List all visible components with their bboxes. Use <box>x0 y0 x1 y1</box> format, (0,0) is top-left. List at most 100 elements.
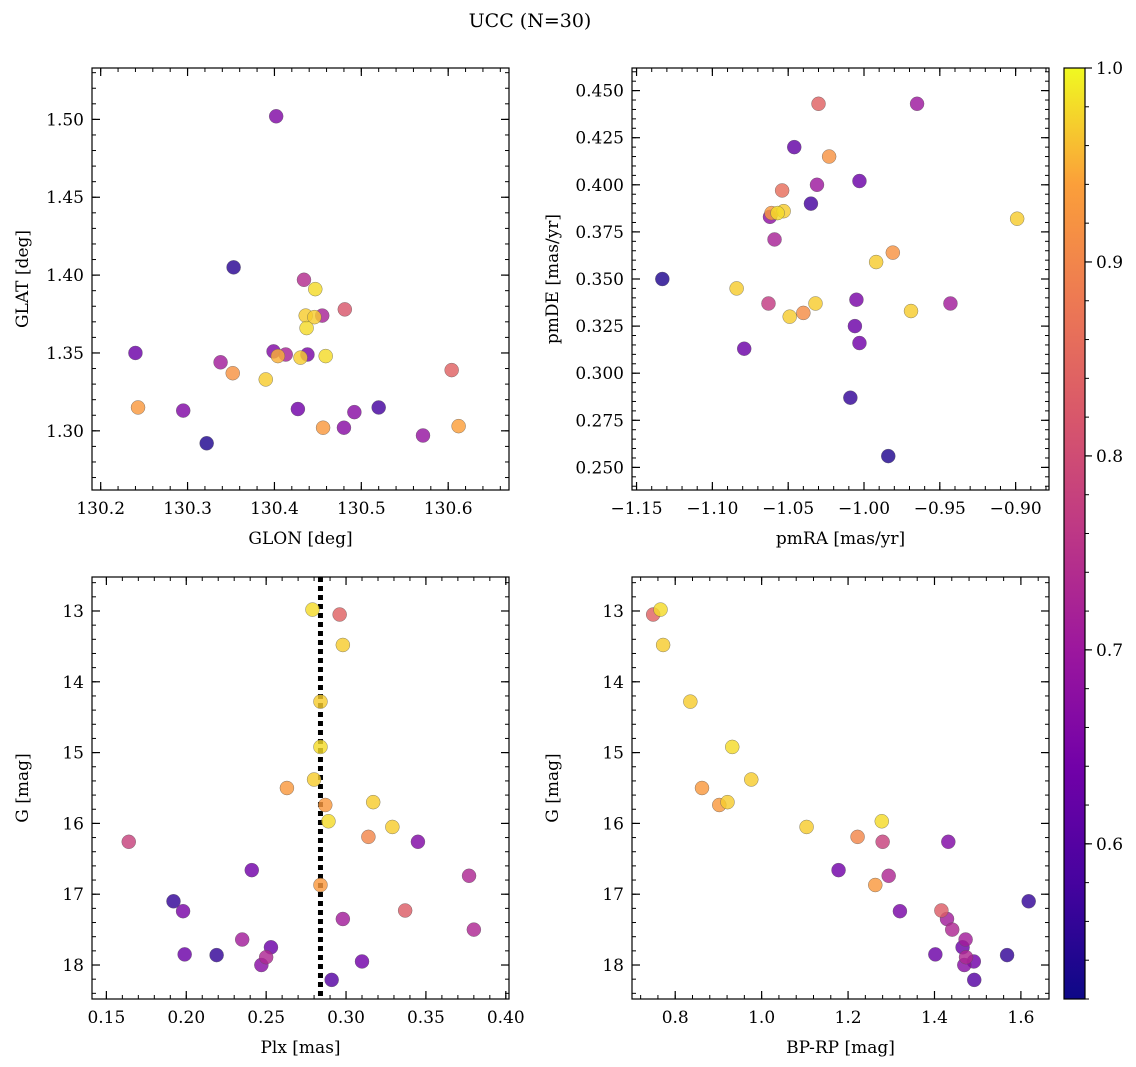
scatter-point <box>415 428 431 443</box>
x-tick-label: 1.2 <box>835 1008 862 1028</box>
x-tick-label: 0.25 <box>247 1008 285 1028</box>
scatter-point <box>767 232 782 247</box>
figure-title: UCC (N=30) <box>469 10 592 32</box>
scatter-point <box>318 797 333 813</box>
x-tick-label: 1.0 <box>748 1008 775 1028</box>
scatter-point <box>729 281 744 296</box>
scatter-point <box>868 254 884 270</box>
y-tick-label: 0.350 <box>575 270 624 290</box>
y-tick-label: 18 <box>62 956 84 976</box>
scatter-point <box>313 739 328 755</box>
scatter-point <box>809 177 825 193</box>
y-tick-label: 14 <box>602 673 624 693</box>
y-tick-label: 17 <box>602 885 624 905</box>
colorbar: 0.6 0.7 0.8 0.9 1.0 <box>1063 59 1123 1000</box>
scatter-point <box>875 834 890 850</box>
x-tick-label: 1.4 <box>921 1008 948 1028</box>
scatter-point <box>226 260 241 275</box>
scatter-point <box>299 320 314 336</box>
scatter-point <box>321 814 336 829</box>
scatter-point <box>928 947 943 962</box>
scatter-point <box>653 602 668 617</box>
scatter-point <box>903 303 919 319</box>
x-tick-label: −1.15 <box>610 499 662 519</box>
scatter-point <box>166 894 181 909</box>
scatter-point <box>720 794 735 810</box>
colorbar-tick-label: 1.0 <box>1096 59 1123 79</box>
y-tick-label: 14 <box>62 673 84 693</box>
scatter-point <box>365 794 381 810</box>
y-tick-label: 18 <box>602 956 624 976</box>
y-tick-label: 15 <box>62 744 84 764</box>
scatter-point <box>234 932 250 947</box>
scatter-point <box>849 292 864 307</box>
y-tick-label: 16 <box>62 814 84 834</box>
x-tick-label: −1.10 <box>686 499 738 519</box>
scatter-point <box>335 911 351 927</box>
scatter-panel-4: 0.8 1.0 1.2 1.4 1.6 13 14 15 16 17 18 BP-RP [mag] G … <box>543 576 1050 1058</box>
scatter-point <box>324 972 339 988</box>
scatter-point <box>461 868 477 884</box>
scatter-point <box>847 318 863 334</box>
x-axis-label: BP-RP [mag] <box>786 1038 895 1058</box>
scatter-point <box>796 305 811 321</box>
scatter-point <box>744 772 759 787</box>
x-tick-label: 130.4 <box>250 499 299 519</box>
scatter-point <box>944 922 960 937</box>
scatter-point <box>213 355 228 370</box>
scatter-point <box>761 296 776 311</box>
y-tick-label: 0.400 <box>575 176 624 196</box>
scatter-point <box>371 400 386 415</box>
scatter-point <box>852 173 867 189</box>
x-tick-label: −1.00 <box>838 499 890 519</box>
scatter-point <box>881 868 896 884</box>
colorbar-tick-label: 0.7 <box>1096 641 1123 661</box>
scatter-point <box>868 877 883 893</box>
x-axis-label: Plx [mas] <box>260 1038 340 1058</box>
axes-frame <box>631 67 1050 491</box>
scatter-point <box>843 390 858 405</box>
x-tick-label: −0.90 <box>990 499 1042 519</box>
x-tick-label: 0.30 <box>327 1008 365 1028</box>
scatter-point <box>725 739 740 755</box>
scatter-point <box>313 877 328 893</box>
scatter-point <box>770 205 785 221</box>
axes-frame <box>91 576 510 1000</box>
scatter-point <box>892 903 908 919</box>
x-tick-label: 1.6 <box>1007 1008 1034 1028</box>
scatter-panel-1: 130.2 130.3 130.4 130.5 130.6 1.30 1.35 1.40 1.4… <box>13 67 510 549</box>
scatter-point <box>121 834 136 850</box>
colorbar-tick-label: 0.9 <box>1096 253 1123 273</box>
y-tick-label: 1.45 <box>46 188 84 208</box>
scatter-point <box>270 348 286 364</box>
scatter-point <box>268 109 284 124</box>
scatter-point <box>385 819 400 835</box>
scatter-panel-3: 0.15 0.20 0.25 0.30 0.35 0.40 13 14 15 16 17 18 Plx … <box>13 576 525 1058</box>
y-tick-label: 0.250 <box>575 458 624 478</box>
x-tick-label: 130.2 <box>76 499 125 519</box>
y-tick-label: 0.325 <box>575 317 624 337</box>
scatter-point <box>831 862 846 878</box>
x-tick-label: 0.20 <box>167 1008 205 1028</box>
scatter-point <box>451 418 466 434</box>
y-tick-label: 13 <box>62 602 84 622</box>
scatter-point <box>315 420 331 435</box>
y-tick-label: 0.450 <box>575 82 624 102</box>
scatter-point <box>874 814 890 829</box>
scatter-point <box>694 780 710 796</box>
axes-frame <box>631 576 1050 1000</box>
colorbar-tick-label: 0.6 <box>1096 835 1123 855</box>
scatter-point <box>736 341 752 356</box>
scatter-point <box>175 903 191 919</box>
scatter-point <box>999 947 1015 963</box>
scatter-point <box>347 404 362 420</box>
x-axis-label: GLON [deg] <box>248 529 352 549</box>
scatter-point <box>808 296 823 311</box>
ticks <box>632 577 1049 999</box>
ticks <box>92 68 509 490</box>
scatter-point <box>128 345 143 361</box>
scatter-point <box>175 403 191 418</box>
scatter-point <box>774 183 790 198</box>
ticks <box>632 68 1049 490</box>
scatter-point <box>290 401 306 417</box>
